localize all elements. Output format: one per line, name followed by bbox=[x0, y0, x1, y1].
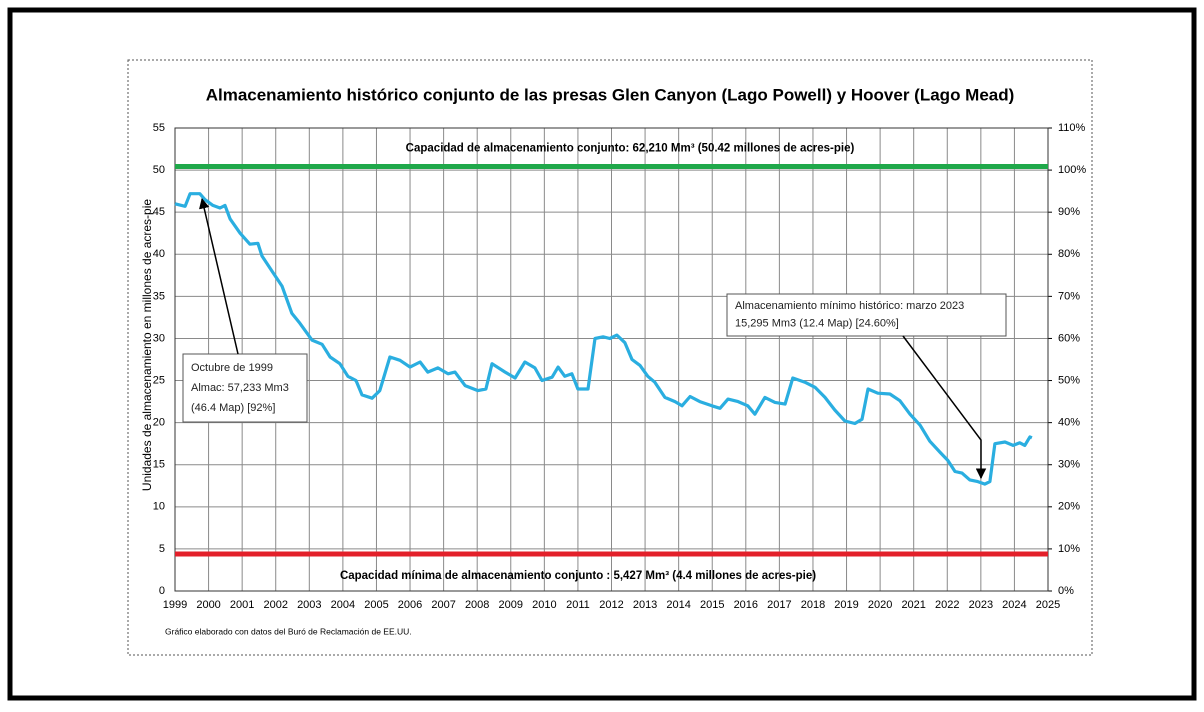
y-tick-label: 15 bbox=[153, 459, 165, 471]
annotation-text: 15,295 Mm3 (12.4 Map) [24.60%] bbox=[735, 318, 899, 330]
footnote: Gráfico elaborado con datos del Buró de … bbox=[165, 626, 412, 636]
y-tick-label: 30 bbox=[153, 332, 165, 344]
y2-tick-label: 110% bbox=[1058, 122, 1086, 134]
x-tick-label: 2010 bbox=[532, 599, 556, 611]
y-tick-label: 5 bbox=[159, 543, 165, 555]
chart-title: Almacenamiento histórico conjunto de las… bbox=[206, 85, 1015, 104]
y2-tick-label: 100% bbox=[1058, 164, 1086, 176]
x-tick-label: 2008 bbox=[465, 599, 489, 611]
annotation-text: (46.4 Map) [92%] bbox=[191, 402, 275, 414]
y2-tick-label: 70% bbox=[1058, 290, 1080, 302]
chart-border bbox=[127, 59, 1093, 656]
y2-tick-label: 90% bbox=[1058, 206, 1080, 218]
x-tick-label: 2005 bbox=[364, 599, 388, 611]
annotation-box bbox=[182, 353, 308, 423]
y-tick-label: 10 bbox=[153, 501, 165, 513]
y2-tick-label: 20% bbox=[1058, 501, 1080, 513]
y2-tick-label: 10% bbox=[1058, 543, 1080, 555]
annotation-arrow bbox=[199, 197, 239, 355]
y-tick-label: 20 bbox=[153, 417, 165, 429]
x-tick-label: 2025 bbox=[1036, 599, 1060, 611]
x-tick-label: 2019 bbox=[834, 599, 858, 611]
y2-tick-label: 60% bbox=[1058, 332, 1080, 344]
x-tick-label: 2006 bbox=[398, 599, 422, 611]
x-tick-label: 2015 bbox=[700, 599, 724, 611]
x-tick-label: 2018 bbox=[801, 599, 825, 611]
x-tick-label: 2020 bbox=[868, 599, 892, 611]
x-tick-label: 2011 bbox=[566, 599, 590, 611]
annotation-arrow bbox=[902, 335, 987, 480]
data-line bbox=[174, 192, 1033, 486]
annotation-text: Almacenamiento mínimo histórico: marzo 2… bbox=[735, 300, 964, 312]
x-tick-label: 2022 bbox=[935, 599, 959, 611]
x-tick-label: 2007 bbox=[431, 599, 455, 611]
reference-label: Capacidad mínima de almacenamiento conju… bbox=[340, 570, 816, 582]
y-tick-label: 40 bbox=[153, 248, 165, 260]
x-tick-label: 2016 bbox=[734, 599, 758, 611]
annotation-text: Octubre de 1999 bbox=[191, 362, 273, 374]
y2-tick-label: 80% bbox=[1058, 248, 1080, 260]
y2-tick-label: 40% bbox=[1058, 417, 1080, 429]
plot-border bbox=[174, 127, 1049, 592]
x-tick-label: 2000 bbox=[196, 599, 220, 611]
y2-tick-label: 50% bbox=[1058, 374, 1080, 386]
annotation-box bbox=[726, 293, 1007, 337]
x-tick-label: 2021 bbox=[901, 599, 925, 611]
annotation-text: Almac: 57,233 Mm3 bbox=[191, 382, 289, 394]
reference-label: Capacidad de almacenamiento conjunto: 62… bbox=[406, 143, 855, 155]
y-tick-label: 25 bbox=[153, 374, 165, 386]
x-tick-label: 2002 bbox=[263, 599, 287, 611]
y2-tick-label: 0% bbox=[1058, 585, 1074, 597]
y-tick-label: 35 bbox=[153, 290, 165, 302]
y-tick-label: 0 bbox=[159, 585, 165, 597]
y-tick-label: 55 bbox=[153, 122, 165, 134]
x-tick-label: 2013 bbox=[633, 599, 657, 611]
x-tick-label: 2003 bbox=[297, 599, 321, 611]
x-tick-label: 2017 bbox=[767, 599, 791, 611]
x-tick-label: 1999 bbox=[163, 599, 187, 611]
x-tick-label: 2004 bbox=[331, 599, 355, 611]
x-tick-label: 2001 bbox=[230, 599, 254, 611]
x-tick-label: 2024 bbox=[1002, 599, 1026, 611]
x-tick-label: 2012 bbox=[599, 599, 623, 611]
y-tick-label: 45 bbox=[153, 206, 165, 218]
y2-tick-label: 30% bbox=[1058, 459, 1080, 471]
x-tick-label: 2023 bbox=[969, 599, 993, 611]
x-tick-label: 2014 bbox=[666, 599, 690, 611]
y-tick-label: 50 bbox=[153, 164, 165, 176]
x-tick-label: 2009 bbox=[499, 599, 523, 611]
y-axis-label: Unidades de almacenamiento en millones d… bbox=[140, 199, 154, 491]
